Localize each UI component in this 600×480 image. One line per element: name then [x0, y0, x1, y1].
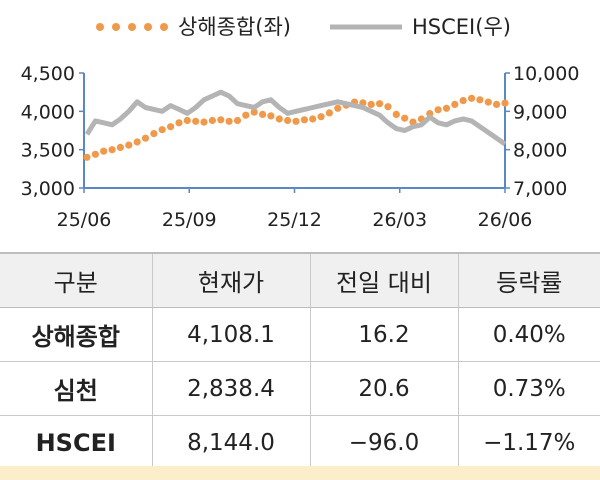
x-tick-label: 26/06: [478, 209, 533, 231]
legend-swatch-dot: [160, 23, 168, 31]
series-point-shanghai: [250, 108, 258, 116]
footer-strip: [0, 466, 600, 480]
row-name: 상해종합: [0, 307, 152, 362]
series-point-shanghai: [200, 118, 208, 126]
row-rate: 0.40%: [457, 307, 600, 362]
right-tick-label: 9,000: [513, 101, 567, 123]
table-header-row: 구분 현재가 전일 대비 등락률: [0, 252, 600, 308]
series-point-shanghai: [233, 116, 242, 125]
right-tick-label: 7,000: [513, 178, 567, 200]
table-row: 심천 2,838.4 20.6 0.73%: [0, 361, 600, 416]
legend-item-shanghai: 상해종합(좌): [96, 15, 291, 39]
legend-swatch-dot: [112, 23, 120, 31]
series-point-shanghai: [91, 150, 99, 158]
row-rate: 0.73%: [457, 361, 600, 416]
left-tick-label: 4,500: [21, 63, 75, 85]
series-point-shanghai: [476, 96, 484, 104]
legend-label: 상해종합(좌): [178, 15, 291, 39]
row-price: 4,108.1: [151, 307, 310, 362]
table-row: HSCEI 8,144.0 −96.0 −1.17%: [0, 415, 600, 470]
series-line-hscei: [84, 89, 507, 147]
left-tick-label: 3,000: [21, 178, 75, 200]
series-point-shanghai: [484, 98, 492, 106]
series-point-shanghai: [83, 153, 91, 161]
series-point-shanghai: [267, 112, 275, 120]
series-point-shanghai: [334, 104, 342, 112]
row-price: 8,144.0: [151, 415, 310, 470]
x-tick-label: 26/03: [372, 209, 427, 231]
series-point-shanghai: [459, 97, 467, 105]
series-point-shanghai: [501, 99, 509, 107]
series-point-shanghai: [451, 100, 459, 108]
right-tick-label: 10,000: [513, 63, 579, 85]
left-tick-label: 4,000: [21, 101, 75, 123]
series-point-shanghai: [292, 117, 300, 125]
series-point-shanghai: [208, 116, 216, 125]
series-point-shanghai: [183, 116, 191, 125]
row-change: −96.0: [309, 415, 458, 470]
table-row: 상해종합 4,108.1 16.2 0.40%: [0, 307, 600, 362]
series-point-shanghai: [167, 123, 175, 131]
series-point-shanghai: [225, 117, 233, 125]
series-point-shanghai: [116, 143, 124, 151]
chart-legend: 상해종합(좌) HSCEI(우): [96, 15, 511, 39]
series-point-shanghai: [300, 116, 308, 124]
row-rate: −1.17%: [457, 415, 600, 470]
index-table: 구분 현재가 전일 대비 등락률 상해종합 4,108.1 16.2 0.40%…: [0, 252, 600, 470]
header-category: 구분: [0, 252, 152, 308]
right-tick-label: 8,000: [513, 140, 567, 162]
left-axis: 3,000 3,500 4,000 4,500: [21, 63, 85, 200]
series-point-shanghai: [284, 116, 292, 125]
header-change: 전일 대비: [309, 252, 458, 308]
series-point-shanghai: [493, 100, 501, 108]
series-point-shanghai: [108, 146, 116, 154]
series-point-shanghai: [158, 126, 166, 134]
series-point-shanghai: [175, 119, 183, 127]
series-point-shanghai: [392, 110, 400, 118]
series-point-shanghai: [217, 116, 225, 124]
legend-swatch-dot: [128, 23, 136, 31]
x-tick-label: 25/06: [57, 209, 112, 231]
right-axis: 7,000 8,000 9,000 10,000: [504, 63, 579, 200]
series-layer: [83, 89, 509, 161]
series-point-shanghai: [242, 111, 250, 119]
header-change-rate: 등락률: [457, 252, 600, 308]
series-point-shanghai: [367, 100, 375, 108]
x-tick-label: 25/12: [267, 209, 322, 231]
series-point-shanghai: [192, 117, 200, 125]
legend-swatch-dot: [144, 23, 152, 31]
header-current-price: 현재가: [151, 252, 310, 308]
series-point-shanghai: [100, 147, 108, 155]
row-name: HSCEI: [0, 415, 152, 470]
x-tick-label: 25/09: [162, 209, 217, 231]
row-change: 20.6: [309, 361, 458, 416]
series-point-shanghai: [259, 110, 267, 118]
series-point-shanghai: [468, 94, 476, 102]
series-point-shanghai: [401, 114, 409, 122]
series-point-shanghai: [384, 103, 392, 111]
series-point-shanghai: [309, 115, 317, 123]
x-axis: 25/06 25/09 25/12 26/03 26/06: [57, 187, 533, 231]
legend-swatch-dot: [96, 23, 104, 31]
legend-item-hscei: HSCEI(우): [330, 15, 511, 39]
series-point-shanghai: [275, 115, 283, 123]
series-point-shanghai: [141, 134, 150, 142]
series-point-shanghai: [125, 141, 133, 149]
left-tick-label: 3,500: [21, 140, 75, 162]
series-point-shanghai: [317, 113, 325, 121]
row-change: 16.2: [309, 307, 458, 362]
series-point-shanghai: [442, 104, 451, 112]
series-point-shanghai: [150, 130, 158, 138]
series-point-shanghai: [133, 138, 141, 146]
row-name: 심천: [0, 361, 152, 416]
market-chart: 상해종합(좌) HSCEI(우) 3,000 3,500 4,000 4,500 7,0…: [21, 15, 580, 231]
series-point-shanghai: [325, 109, 333, 117]
series-point-shanghai: [376, 100, 384, 108]
legend-label: HSCEI(우): [412, 15, 511, 39]
series-point-shanghai: [434, 106, 442, 114]
row-price: 2,838.4: [151, 361, 310, 416]
